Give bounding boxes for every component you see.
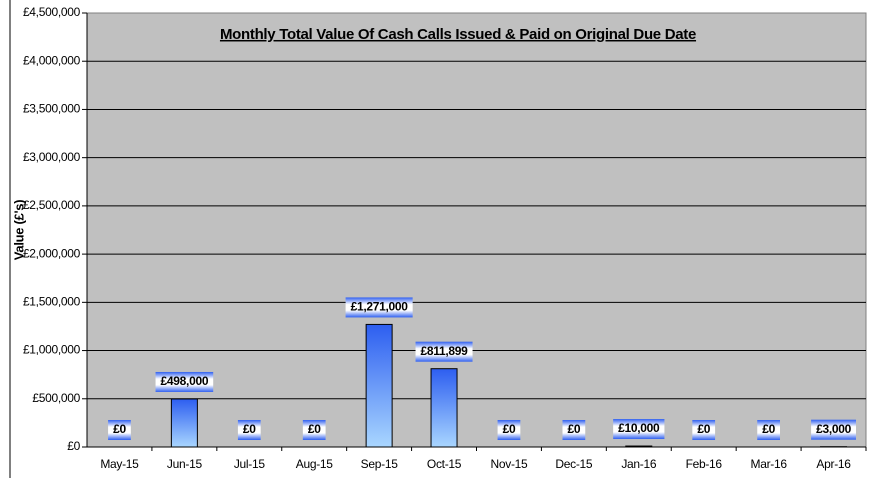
- x-tick-label: Sep-15: [361, 457, 399, 471]
- y-tick-label: £1,500,000: [23, 295, 81, 309]
- x-tick-label: Oct-15: [427, 457, 462, 471]
- y-tick-label: £3,500,000: [23, 102, 81, 116]
- x-tick-label: May-15: [100, 457, 139, 471]
- y-tick-label: £500,000: [32, 391, 80, 405]
- y-tick-label: £2,500,000: [23, 198, 81, 212]
- data-label: £0: [697, 422, 710, 436]
- chart-title: Monthly Total Value Of Cash Calls Issued…: [220, 26, 696, 43]
- data-label-box: [237, 420, 261, 440]
- x-tick-label: Aug-15: [296, 457, 334, 471]
- bar: [170, 398, 198, 448]
- data-label: £1,271,000: [351, 300, 409, 314]
- y-tick-label: £1,000,000: [23, 343, 81, 357]
- data-label-box: [811, 419, 856, 440]
- y-tick-label: £4,500,000: [23, 5, 81, 19]
- data-label-box: [497, 420, 521, 440]
- data-label: £498,000: [161, 374, 209, 388]
- data-label-box: [155, 371, 214, 392]
- data-label: £811,899: [421, 344, 469, 358]
- data-label-box: [562, 420, 586, 440]
- data-label-box: [302, 420, 326, 440]
- y-tick-label: £3,000,000: [23, 150, 81, 164]
- x-tick-label: Jan-16: [621, 457, 657, 471]
- bar: [430, 368, 458, 448]
- data-label: £0: [308, 422, 321, 436]
- bar: [365, 323, 393, 448]
- data-label: £0: [568, 422, 581, 436]
- x-tick-label: Nov-15: [491, 457, 529, 471]
- y-tick-label: £4,000,000: [23, 53, 81, 67]
- x-tick-label: Jul-15: [234, 457, 266, 471]
- data-label-box: [613, 419, 665, 440]
- data-label-box: [345, 297, 413, 318]
- x-tick-label: Jun-15: [167, 457, 203, 471]
- x-tick-label: Apr-16: [816, 457, 851, 471]
- data-label-box: [757, 420, 780, 440]
- data-label: £0: [113, 422, 126, 436]
- bar: [625, 445, 653, 448]
- data-label: £0: [243, 422, 256, 436]
- data-label-box: [692, 420, 716, 440]
- x-tick-label: Mar-16: [751, 457, 788, 471]
- x-tick-label: Dec-15: [555, 457, 593, 471]
- data-label: £0: [503, 422, 516, 436]
- data-label: £0: [762, 422, 775, 436]
- data-label: £10,000: [618, 421, 660, 435]
- y-axis-label: Value (£'s): [11, 200, 26, 261]
- y-tick-label: £0: [67, 439, 80, 453]
- y-tick-label: £2,000,000: [23, 246, 81, 260]
- data-label-box: [108, 420, 131, 440]
- data-label-box: [415, 341, 473, 362]
- data-label: £3,000: [816, 422, 852, 436]
- x-tick-label: Feb-16: [686, 457, 723, 471]
